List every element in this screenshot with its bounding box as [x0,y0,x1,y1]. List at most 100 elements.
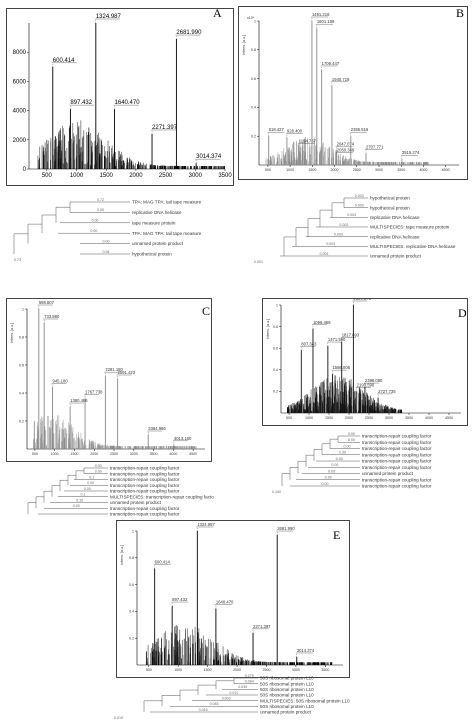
tree-svg-b: hypothetical protein hypothetical protein… [254,194,456,264]
tree-svg-d: transcription-repair coupling factortran… [272,432,432,494]
x-tick-label: 500 [32,452,38,456]
peak-label: 3364.966 [148,426,166,431]
x-tick-label: 3500 [405,416,413,420]
x-tick-label: 3500 [397,168,405,172]
peak-label: 1324.987 [96,14,122,20]
peak-label: 598.807 [39,300,55,305]
tree-branch-length: 0.10 [76,498,83,502]
spectrum-plot-e: 500 1000 1500 2000 2500 3000 3500 0.2 0.4 0.6 0.8 1… [116,520,350,678]
tree-leaf-label: transcription-repair coupling factor [362,446,432,451]
spectrum-svg-b: 500 1000 1500 2000 2500 3000 3500 4000 4500 0.2 0.… [242,12,459,172]
y-exponent: x10⁴ [247,16,255,20]
y-axis-label: Intens. [a.u.] [120,545,124,565]
tree-branch-length: 0.003 [334,232,343,236]
x-tick-label: 2500 [365,416,373,420]
tree-a: TPA: MAG TPA: tail tape measure replicati… [10,198,232,264]
tree-leaf-label: unnamed protein product [110,500,162,505]
y-axis-label: Intens. [a.u.] [242,35,246,55]
y-tick-label: 2000 [13,138,27,144]
tree-branch-length: 0.002 [339,223,348,227]
peak-label: 3515.274 [402,150,420,155]
tree-branch-length: 0.100 [272,490,281,494]
tree-branch-length: 0.1 [81,493,86,497]
x-tick-label: 500 [265,168,271,172]
x-tick-label: 4500 [442,168,450,172]
tree-leaf-label: transcription-repair coupling factor [362,465,432,470]
tree-branch-length: 0.003 [355,194,364,198]
tree-branch-length: 0.035 [238,685,247,689]
peak-label: 600.414 [155,560,171,565]
panel-label-d: D [458,306,467,320]
tree-leaf-label: MULTISPECIES: transcription-repair coupl… [110,494,214,499]
y-tick-label: 0.8 [251,48,256,52]
plot-area: 500 1000 1500 2000 2500 3000 3500 4000 4500 0.2 0.… [10,300,205,456]
tree-branch-length: 0.72 [97,198,104,202]
spectrum-svg-d: 500 1000 1500 2000 2500 3000 3500 4000 4500 0.2 0.… [266,299,461,420]
x-tick-label: 3000 [189,173,203,179]
tree-branch-length: 0.00 [95,470,102,474]
tree-b: hypothetical protein hypothetical protein… [250,194,472,266]
tree-leaf-label: transcription-repair coupling factor [110,512,180,517]
y-tick-label: 0.8 [273,325,278,329]
y-axis-label: Intens. [a.u.] [10,323,14,343]
tree-branch-length: 0.00 [331,463,338,467]
tree-branch-length: 0.00 [84,487,91,491]
tree-branch-length: 0.00 [328,469,335,473]
tree-leaf-label: hypothetical protein [132,252,172,257]
peak-label: 1324.987 [197,522,215,527]
tree-leaf-label: transcription-repair coupling factor [362,477,432,482]
tree-branch-length: 0.00 [92,219,99,223]
tree-branch-length: 0.001 [254,260,263,264]
peak-label: 2707.771 [366,144,384,149]
tree-leaf-label: transcription-repair coupling factor [362,452,432,457]
tree-branch-length: 0.00 [103,239,110,243]
peak-label: 3014.374 [297,648,315,653]
tree-branch-length: 0.015 [199,708,208,712]
x-tick-label: 3500 [321,668,329,672]
tree-branch-length: 0.003 [355,203,364,207]
peak-label: 2047.074 [337,142,355,147]
tree-leaf-label: replicative DNA helicase [370,215,420,220]
peak-label: 2193.590 [357,382,375,387]
x-tick-label: 3500 [218,173,232,179]
plot-area: 500 1000 1500 2000 2500 3000 3500 4000 4500 0.2 0.… [266,299,461,420]
x-tick-label: 3500 [150,452,158,456]
tree-leaf-label: transcription-repair coupling factor [362,484,432,489]
tree-leaf-label: transcription-repair coupling factor [362,440,432,445]
peak-label: 2109.376 [353,299,371,301]
peak-label: 1940.719 [332,77,350,82]
tree-branch-length: 0.00 [348,432,355,436]
panel-label-c: C [202,304,211,318]
x-tick-label: 2500 [353,168,361,172]
peak-label: 2398.080 [365,378,383,383]
y-tick-label: 0.2 [251,135,256,139]
y-axis-label: Intens. [a.u.] [266,319,270,339]
plot-area: 500 1000 1500 2000 2500 3000 3500 0.2 0.4 0.6 0.8 1… [120,522,343,672]
tree-leaf-label: unnamed protein product [260,710,312,715]
spectrum-plot-b: 500 1000 1500 2000 2500 3000 3500 4000 4500 0.2 0.… [238,6,468,180]
peak-label: 2727.735 [378,389,396,394]
y-tick-label: 0.4 [129,610,134,614]
tree-branch-length: 0.94 [103,250,110,254]
y-tick-label: 1 [132,529,134,533]
y-tick-label: 0.6 [129,583,134,587]
tree-branch-length: 0.00 [322,482,329,486]
tree-branch-length: 0.00 [73,504,80,508]
tree-leaf-label: transcription-repair coupling factor [110,506,180,511]
tree-leaf-label: MULTISPECIES: 50S ribosomal protein L10 [260,698,350,703]
x-tick-label: 4000 [419,168,427,172]
peak-label: 3014.374 [196,154,222,160]
tree-leaf-label: transcription-repair coupling factor [362,434,432,439]
tree-leaf-label: unnamed protein product [362,471,414,476]
tree-leaf-label: unnamed protein product [370,254,422,259]
peak-label: 1390.466 [70,398,88,403]
y-tick-label: 0.2 [129,637,134,641]
tree-branch-length: 0.00 [344,444,351,448]
x-tick-label: 500 [286,416,292,420]
y-tick-label: 1 [254,19,256,23]
tree-c: transcription-repair coupling factor tran… [14,464,214,524]
peak-label: 1099.469 [313,320,331,325]
x-tick-label: 2000 [129,173,143,179]
y-tick-label: 0.6 [19,363,24,367]
